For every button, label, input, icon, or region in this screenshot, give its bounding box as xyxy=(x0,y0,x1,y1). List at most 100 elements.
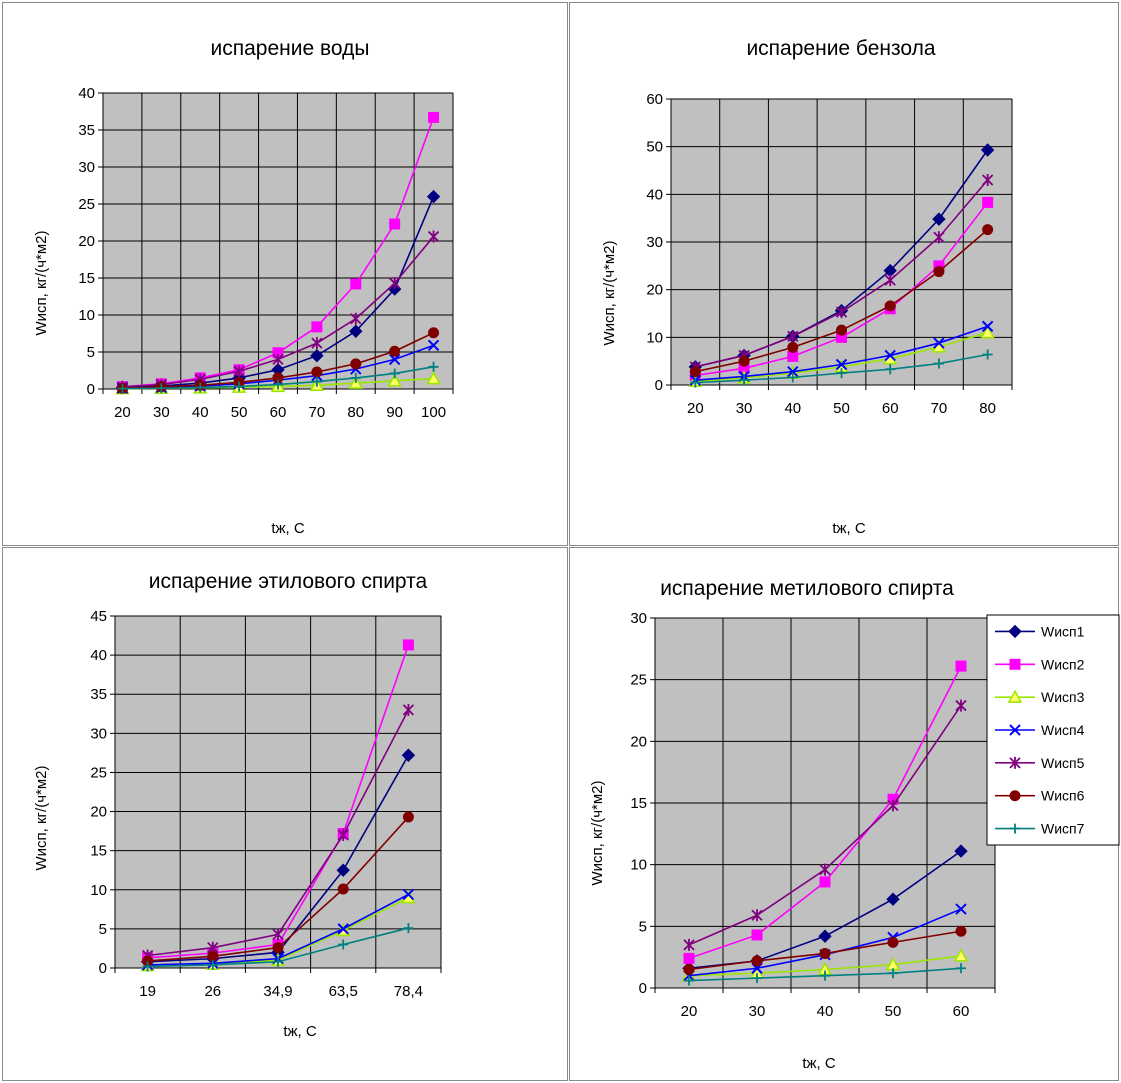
data-point xyxy=(684,975,694,986)
y-tick-label: 0 xyxy=(87,381,95,398)
data-point xyxy=(982,174,994,187)
chart-title: испарение метилового спирта xyxy=(660,577,954,600)
series-6 xyxy=(683,925,967,975)
x-tick-label: 20 xyxy=(681,1003,698,1020)
legend-item: Wисп4 xyxy=(995,722,1085,738)
data-point xyxy=(955,903,967,915)
data-point xyxy=(426,371,441,385)
series-7 xyxy=(690,349,993,388)
data-point xyxy=(836,368,847,379)
data-point xyxy=(207,959,218,970)
x-tick-label: 70 xyxy=(931,400,948,417)
x-tick-label: 100 xyxy=(421,404,446,421)
legend-item: Wисп3 xyxy=(995,689,1085,705)
data-point xyxy=(389,218,401,230)
chart-methanol-svg: испарение метилового спирта 0 5 10 15 20 25 30 2… xyxy=(589,577,1120,1072)
data-point xyxy=(311,366,323,378)
chart-water-svg: испарение воды 0 5 10 15 20 25 30 35 40 20 30 40 50 60… xyxy=(33,37,454,537)
data-point xyxy=(427,230,440,243)
y-axis-label: Wисп, кг/(ч*м2) xyxy=(601,241,618,346)
data-point xyxy=(389,345,401,357)
y-tick-label: 10 xyxy=(646,329,663,346)
data-point xyxy=(819,863,831,876)
data-point xyxy=(819,947,831,959)
x-tick-label: 26 xyxy=(204,983,221,1000)
data-point xyxy=(234,381,245,392)
legend-label: Wисп3 xyxy=(1041,689,1085,705)
data-point xyxy=(787,372,798,383)
series-6 xyxy=(142,811,414,967)
series-5 xyxy=(141,703,415,962)
chart-benzene-svg: испарение бензола 0 10 20 30 40 50 60 20 30 40 50 60… xyxy=(601,37,1013,537)
y-tick-label: 25 xyxy=(630,672,647,689)
x-axis-label: tж, С xyxy=(802,1055,836,1072)
series-5 xyxy=(683,699,967,951)
data-point xyxy=(402,811,414,823)
data-point xyxy=(690,377,701,388)
data-point xyxy=(980,325,995,339)
y-tick-label: 40 xyxy=(90,647,107,664)
data-point xyxy=(739,375,750,386)
legend-marker xyxy=(1009,658,1021,670)
data-point xyxy=(337,923,349,935)
data-point xyxy=(751,929,763,941)
chart-ethanol-svg: испарение этилового спирта 0 5 10 15 20 25 30 35… xyxy=(33,570,442,1040)
chart-panel-benzene: испарение бензола 0 10 20 30 40 50 60 20 30 40 50 60… xyxy=(569,2,1119,546)
chart-title: испарение этилового спирта xyxy=(149,570,428,593)
data-point xyxy=(156,383,167,394)
data-point xyxy=(337,883,349,895)
series-3 xyxy=(681,948,969,982)
data-point xyxy=(884,349,896,362)
data-point xyxy=(888,968,898,979)
data-point xyxy=(956,963,966,974)
y-tick-label: 30 xyxy=(78,159,95,176)
y-tick-label: 0 xyxy=(99,960,107,977)
x-tick-label: 63,5 xyxy=(329,983,358,1000)
data-point xyxy=(787,365,799,378)
data-point xyxy=(751,955,763,967)
legend-marker xyxy=(1010,823,1020,834)
x-tick-label: 40 xyxy=(817,1003,834,1020)
data-point xyxy=(428,361,439,372)
data-point xyxy=(350,278,362,290)
x-tick-label: 30 xyxy=(736,400,753,417)
data-point xyxy=(428,111,440,123)
y-tick-label: 50 xyxy=(646,139,663,156)
x-tick-label: 40 xyxy=(784,400,801,417)
legend-label: Wисп6 xyxy=(1041,788,1085,804)
data-point xyxy=(350,358,362,370)
data-point xyxy=(402,639,414,651)
data-point xyxy=(389,277,401,290)
x-tick-label: 19 xyxy=(139,983,156,1000)
data-point xyxy=(350,312,362,325)
y-axis-label: Wисп, кг/(ч*м2) xyxy=(33,231,50,336)
data-point xyxy=(273,956,283,967)
x-tick-label: 40 xyxy=(192,404,209,421)
x-tick-label: 50 xyxy=(231,404,248,421)
x-tick-label: 20 xyxy=(114,404,131,421)
y-tick-label: 5 xyxy=(639,918,647,935)
y-tick-label: 15 xyxy=(90,843,107,860)
y-tick-label: 10 xyxy=(78,307,95,324)
plot-area xyxy=(114,615,442,969)
data-point xyxy=(207,950,219,962)
data-point xyxy=(933,337,945,349)
data-point xyxy=(885,364,896,375)
y-tick-label: 20 xyxy=(90,804,107,821)
y-tick-label: 20 xyxy=(78,233,95,250)
data-point xyxy=(388,353,401,366)
chart-panel-ethanol: испарение этилового спирта 0 5 10 15 20 25 30 35… xyxy=(2,547,568,1081)
data-point xyxy=(272,353,284,366)
data-point xyxy=(233,365,245,378)
data-point xyxy=(835,358,848,371)
data-point xyxy=(336,863,350,877)
y-tick-label: 35 xyxy=(90,686,107,703)
legend-marker xyxy=(1008,624,1022,639)
y-tick-label: 15 xyxy=(78,270,95,287)
legend-marker xyxy=(1007,689,1023,703)
data-point xyxy=(683,952,695,964)
data-point xyxy=(836,324,847,336)
x-tick-label: 20 xyxy=(687,400,704,417)
x-tick-label: 78,4 xyxy=(394,983,423,1000)
data-point xyxy=(401,748,416,762)
